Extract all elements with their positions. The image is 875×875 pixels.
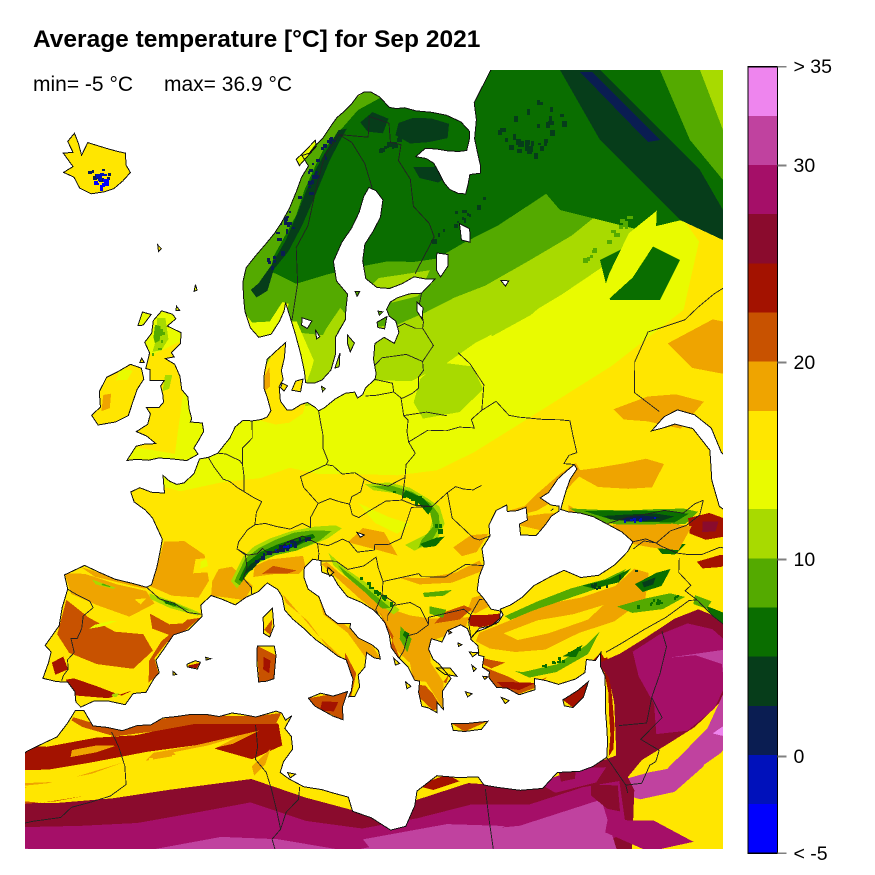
svg-text:max= 36.9 °C: max= 36.9 °C [164,73,292,96]
svg-text:0: 0 [794,746,805,768]
svg-text:30: 30 [794,155,816,177]
svg-text:10: 10 [794,549,816,571]
svg-text:Average temperature [°C] for S: Average temperature [°C] for Sep 2021 [33,26,480,53]
svg-text:< -5: < -5 [794,843,828,865]
svg-text:20: 20 [794,352,816,374]
svg-text:> 35: > 35 [794,56,833,78]
svg-text:min= -5 °C: min= -5 °C [33,73,133,96]
